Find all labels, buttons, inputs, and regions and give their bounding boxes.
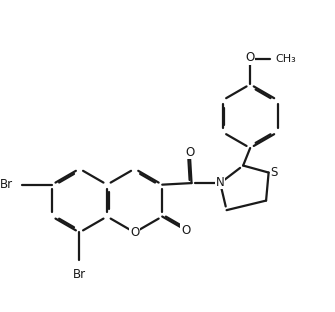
Text: N: N <box>216 176 224 189</box>
Text: Br: Br <box>73 268 86 281</box>
Text: Br: Br <box>0 178 13 191</box>
Text: CH₃: CH₃ <box>276 55 296 65</box>
Text: S: S <box>271 166 278 179</box>
Text: O: O <box>185 146 195 159</box>
Text: O: O <box>246 51 255 64</box>
Text: O: O <box>130 226 139 239</box>
Text: O: O <box>181 224 190 236</box>
